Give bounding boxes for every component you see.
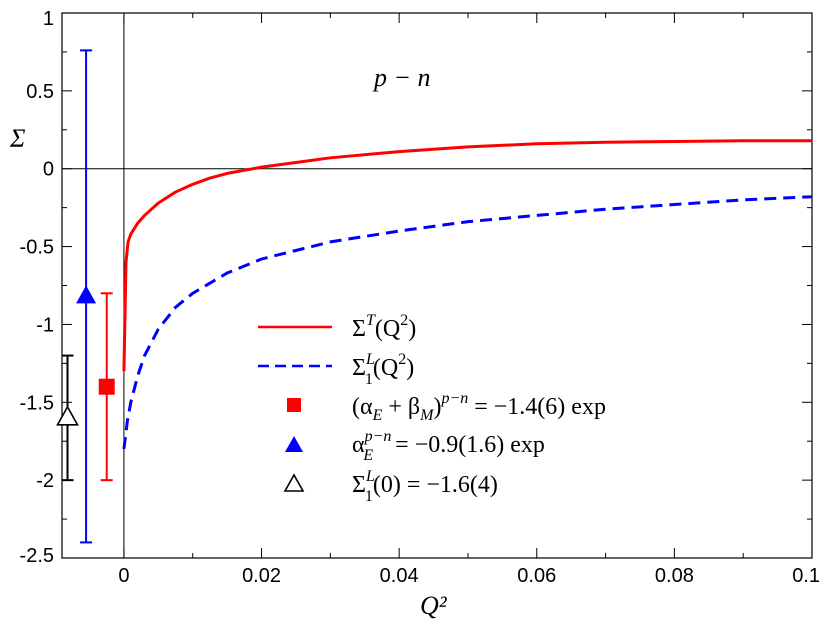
marker-1 (76, 285, 97, 304)
x-axis-label: Q² (420, 591, 448, 620)
legend-label-point-1: αp−n E = −0.9(1.6) exp (352, 428, 545, 464)
y-tick-label-1: 0.5 (26, 81, 54, 103)
x-tick-label-1: 0.02 (242, 565, 281, 587)
y-tick-label-2: 0 (43, 159, 54, 181)
x-tick-label-2: 0.04 (380, 565, 419, 587)
data-point-0 (98, 292, 115, 482)
y-tick-label-7: -2.5 (20, 545, 54, 567)
annotation: p − n (372, 63, 431, 92)
y-tick-label-3: -0.5 (20, 237, 54, 259)
y-tick-label-5: -1.5 (20, 392, 54, 414)
legend-marker-point-2 (283, 473, 305, 492)
legend-label-point-0: (αE + βM)p−n = −1.4(6) exp (352, 390, 606, 424)
marker-2 (56, 405, 79, 426)
x-tick-label-5: 0.1 (792, 565, 820, 587)
x-tick-label-0: 0 (118, 565, 129, 587)
axis-ticks: 0 0.02 0.04 0.06 0.08 0.1 1 0.5 0 -0.5 -1 -1.5 -2 -2.… (20, 8, 820, 587)
y-tick-label-4: -1 (36, 314, 54, 336)
data-point-1 (76, 49, 97, 544)
legend-label-point-2: ΣL 1(0) = −1.6(4) (352, 468, 498, 505)
points-layer (56, 49, 115, 544)
legend-label-series-1: ΣL 1(Q2) (352, 351, 414, 388)
series-line-1 (122, 195, 813, 450)
series-line-0 (122, 139, 812, 372)
legend-marker-point-0 (287, 398, 301, 412)
x-tick-label-3: 0.06 (517, 565, 556, 587)
y-tick-label-6: -2 (36, 470, 54, 492)
series-layer (122, 139, 813, 450)
marker-0 (98, 378, 115, 395)
legend: ΣT(Q2) ΣL 1(Q2) (αE + βM)p−n = −1.4(6) ex… (258, 312, 606, 505)
y-axis-label: Σ (9, 124, 26, 153)
legend-label-series-0: ΣT(Q2) (352, 312, 416, 342)
data-point-2 (56, 354, 79, 482)
x-tick-label-4: 0.08 (655, 565, 694, 587)
y-tick-label-0: 1 (43, 8, 54, 30)
legend-marker-point-1 (285, 436, 303, 452)
